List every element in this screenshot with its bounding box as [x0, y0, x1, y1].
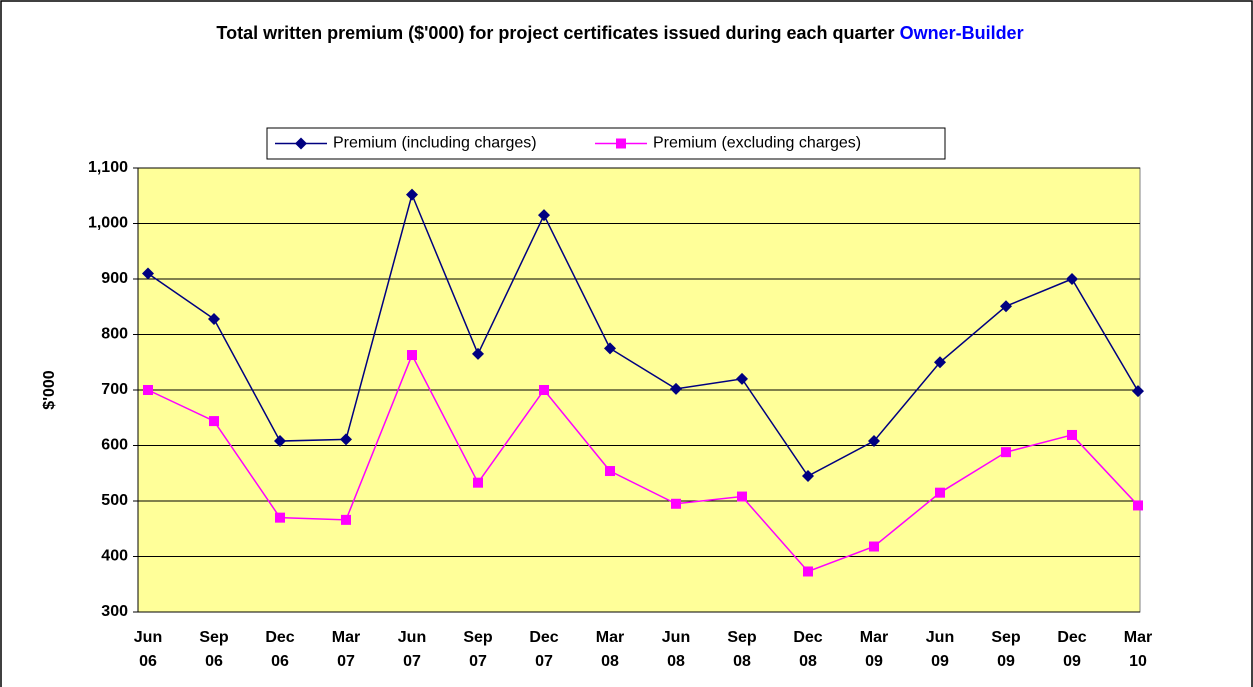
y-tick-label: 1,100: [88, 159, 128, 176]
data-point: [208, 312, 220, 325]
data-point: [737, 491, 747, 502]
data-point: [473, 477, 483, 488]
data-point: [1132, 385, 1144, 398]
x-tick-label: Sep 08: [727, 629, 757, 670]
data-point: [605, 466, 615, 477]
data-point: [671, 498, 681, 509]
data-point: [143, 385, 153, 395]
x-tick-label: Mar 08: [595, 629, 625, 670]
x-tick-label: Mar 10: [1123, 629, 1153, 670]
data-point: [803, 566, 813, 577]
data-point: [934, 356, 946, 369]
x-tick-label: Dec 09: [1057, 629, 1087, 670]
data-point: [274, 435, 286, 448]
data-point: [341, 514, 351, 525]
data-point: [868, 435, 880, 448]
x-tick-label: Dec 08: [793, 629, 823, 670]
data-point: [670, 382, 682, 395]
data-point: [209, 416, 219, 427]
x-tick-label: Mar 09: [859, 629, 889, 670]
x-tick-label: Sep 07: [463, 629, 493, 670]
legend-marker: [616, 138, 626, 149]
data-point: [142, 267, 154, 280]
data-point: [340, 433, 352, 446]
legend-label: Premium (excluding charges): [653, 135, 861, 152]
data-point: [736, 372, 748, 385]
y-tick-label: 1,000: [88, 215, 128, 232]
data-point: [935, 487, 945, 498]
x-tick-label: Dec 06: [265, 629, 295, 670]
legend-label: Premium (including charges): [333, 135, 537, 152]
data-point: [406, 188, 418, 201]
data-point: [869, 541, 879, 552]
x-tick-label: Sep 09: [991, 629, 1021, 670]
y-tick-label: 700: [101, 381, 128, 398]
series-line: [147, 192, 1139, 478]
data-point: [1066, 273, 1078, 285]
data-point: [1001, 447, 1011, 458]
data-point: [539, 385, 549, 395]
x-tick-label: Mar 07: [331, 629, 361, 670]
data-point: [472, 347, 484, 360]
series-line: [147, 353, 1139, 573]
title-highlight: Owner-Builder: [899, 23, 1024, 43]
data-point: [538, 209, 550, 222]
y-axis-label: $'000: [41, 370, 58, 410]
data-point: [1133, 500, 1143, 511]
legend-marker: [295, 137, 307, 150]
y-tick-label: 500: [101, 492, 128, 509]
y-tick-label: 800: [101, 326, 128, 343]
data-point: [275, 512, 285, 523]
x-tick-label: Jun 08: [661, 629, 691, 670]
data-point: [604, 342, 616, 355]
data-point: [407, 350, 417, 361]
data-point: [1000, 300, 1012, 313]
x-tick-label: Jun 07: [397, 629, 427, 670]
data-point: [802, 470, 814, 483]
title-text: Total written premium ($'000) for projec…: [216, 23, 895, 43]
data-point: [1067, 429, 1077, 440]
x-tick-label: Sep 06: [199, 629, 229, 670]
y-tick-label: 400: [101, 548, 128, 565]
chart-title: Total written premium ($'000) for projec…: [135, 20, 1105, 47]
x-tick-label: Jun 09: [925, 629, 955, 670]
y-tick-label: 600: [101, 437, 128, 454]
y-tick-label: 900: [101, 270, 128, 287]
y-tick-label: 300: [101, 603, 128, 620]
x-tick-label: Jun 06: [133, 629, 163, 670]
x-tick-label: Dec 07: [529, 629, 559, 670]
